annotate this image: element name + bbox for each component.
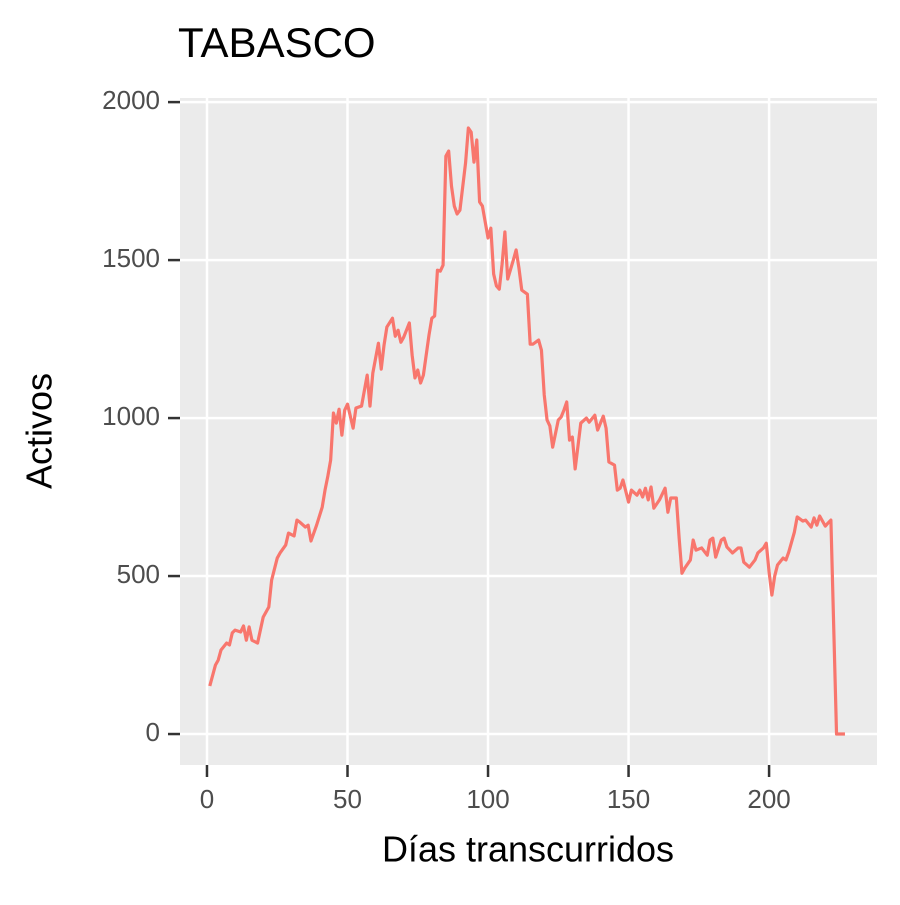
x-tick-label: 100: [466, 784, 509, 814]
x-axis-title: Días transcurridos: [382, 829, 674, 870]
chart-title: TABASCO: [178, 19, 376, 66]
x-tick-label: 150: [607, 784, 650, 814]
y-tick-label: 2000: [102, 85, 160, 115]
panel: [180, 98, 877, 765]
y-tick-label: 1000: [102, 401, 160, 431]
x-tick-label: 50: [333, 784, 362, 814]
y-axis-title: Activos: [19, 373, 60, 489]
y-tick-label: 500: [117, 559, 160, 589]
x-tick-label: 0: [200, 784, 214, 814]
x-tick-label: 200: [747, 784, 790, 814]
y-tick-label: 1500: [102, 243, 160, 273]
data-line: [208, 126, 845, 736]
y-tick-label: 0: [146, 717, 160, 747]
